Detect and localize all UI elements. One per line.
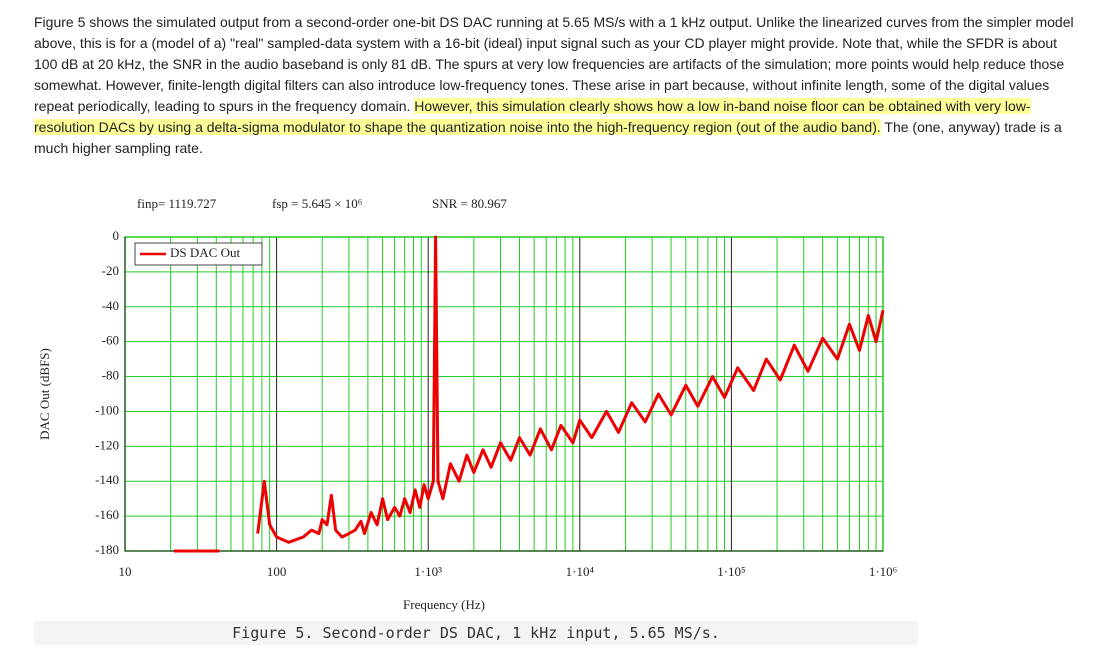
y-tick-label: -20 (102, 263, 119, 278)
x-tick-label: 100 (267, 564, 287, 579)
y-tick-label: -120 (95, 437, 119, 452)
y-axis-label: DAC Out (dBFS) (37, 348, 52, 440)
y-tick-label: 0 (113, 228, 120, 243)
x-tick-label: 1·10⁶ (869, 564, 897, 579)
y-tick-label: -140 (95, 472, 119, 487)
x-tick-label: 10 (119, 564, 132, 579)
paragraph: Figure 5 shows the simulated output from… (34, 12, 1074, 159)
x-tick-label: 1·10³ (414, 564, 442, 579)
annotation: finp= 1119.727 (137, 196, 217, 211)
plot-border (124, 236, 884, 552)
x-tick-label: 1·10⁵ (717, 564, 745, 579)
x-tick-label: 1·10⁴ (566, 564, 595, 579)
text: Figure 5 shows the simulated output from… (34, 14, 1074, 114)
y-tick-label: -80 (102, 368, 119, 383)
annotation: fsp = 5.645 × 10⁶ (272, 196, 362, 211)
caption: Figure 5. Second-order DS DAC, 1 kHz inp… (34, 621, 918, 645)
legend-label: DS DAC Out (170, 245, 240, 260)
text: The (one, anyway) trade is a much higher… (34, 119, 1062, 156)
annotation: SNR = 80.967 (432, 196, 507, 211)
y-tick-label: -180 (95, 542, 119, 557)
y-tick-label: -60 (102, 333, 119, 348)
data-line (173, 235, 885, 553)
y-tick-label: -100 (95, 402, 119, 417)
x-axis-label: Frequency (Hz) (403, 597, 485, 612)
y-tick-label: -40 (102, 298, 119, 313)
legend-box (134, 242, 263, 266)
y-tick-label: -160 (95, 507, 119, 522)
